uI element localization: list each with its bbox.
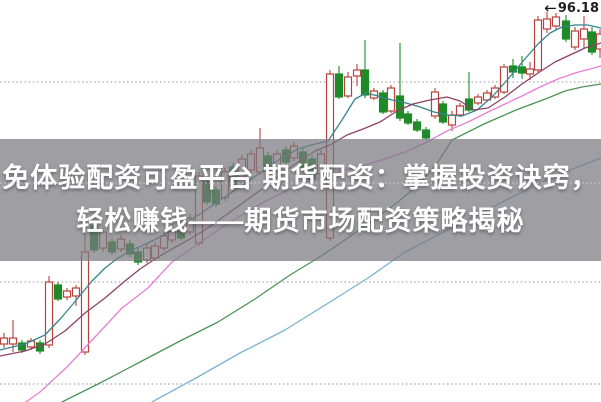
candle-body xyxy=(579,28,589,40)
candle-body xyxy=(334,73,344,98)
banner-title-line1: 免体验配资可盈平台 期货配资：掌握投资诀窍， xyxy=(2,163,599,193)
candle-body xyxy=(570,30,580,48)
candle-body xyxy=(0,337,9,345)
candle-body xyxy=(62,290,72,298)
candle-body xyxy=(360,69,370,96)
candle-body xyxy=(473,96,483,104)
caption-banner-overlay: 免体验配资可盈平台 期货配资：掌握投资诀窍， 轻松赚钱——期货市场配资策略揭秘 xyxy=(0,139,601,261)
candle-body xyxy=(595,33,601,50)
candle-body xyxy=(412,121,422,131)
candle-body xyxy=(587,31,597,53)
candle-body xyxy=(395,95,405,119)
candle-body xyxy=(8,337,18,345)
candle-body xyxy=(53,284,63,300)
candle-body xyxy=(17,342,27,351)
candle-body xyxy=(551,16,561,27)
candle-body xyxy=(533,19,543,71)
candle-body xyxy=(447,114,457,126)
candle-body xyxy=(430,91,440,117)
candle-body xyxy=(455,105,465,116)
arrow-left-icon: ← xyxy=(544,0,557,17)
candle-body xyxy=(490,87,500,98)
candle-body xyxy=(499,66,509,93)
candle-body xyxy=(352,69,362,77)
price-label: ← 96.18 xyxy=(544,0,599,17)
candle-body xyxy=(482,92,492,101)
ma-line-ma-fast-teal xyxy=(0,24,601,351)
candle-body xyxy=(542,18,552,30)
candle-body xyxy=(71,287,81,297)
candle-body xyxy=(44,281,54,346)
candle-body xyxy=(421,129,431,139)
candle-body xyxy=(517,66,527,74)
price-value: 96.18 xyxy=(557,1,599,16)
candle-body xyxy=(343,76,353,97)
candle-body xyxy=(80,251,90,353)
candle-body xyxy=(525,68,535,75)
banner-title-line2: 轻松赚钱——期货市场配资策略揭秘 xyxy=(76,206,525,236)
candle-body xyxy=(561,20,571,40)
candle-body xyxy=(378,92,388,113)
candle-body xyxy=(403,113,413,124)
